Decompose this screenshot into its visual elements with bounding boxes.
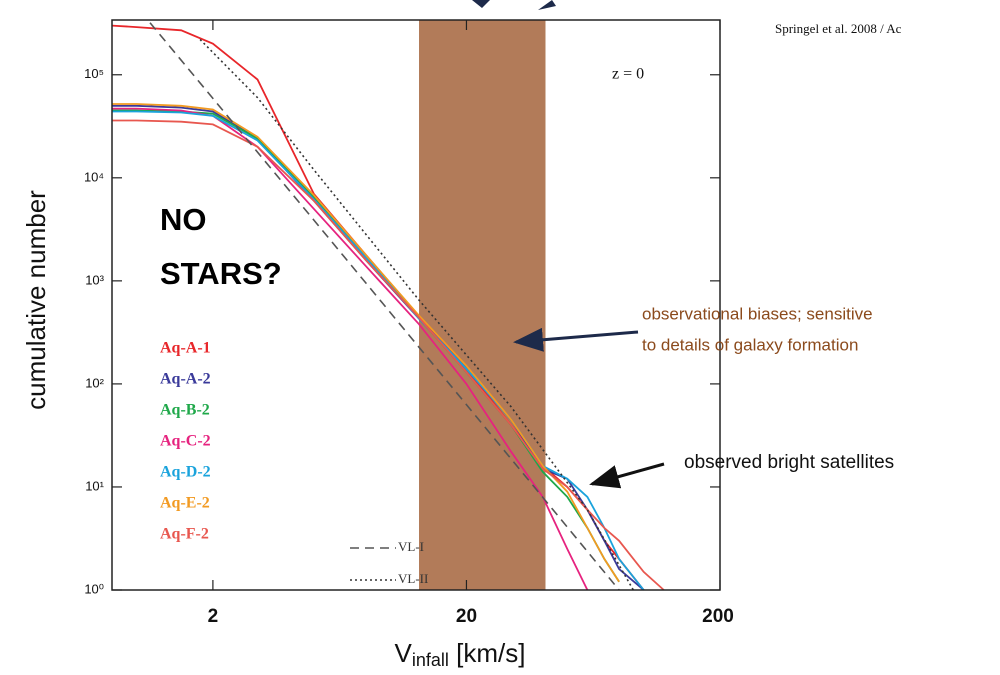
y-tick-label: 10² bbox=[85, 375, 104, 390]
satellites-note: observed bright satellites bbox=[684, 452, 894, 473]
legend-label: Aq-D-2 bbox=[160, 464, 211, 481]
axis-layer: Aq-A-1 Aq-A-2 Aq-B-2 Aq-C-2 Aq-D-2 Aq-E-2 Aq-F… bbox=[84, 19, 734, 627]
x-label-main: V bbox=[395, 638, 413, 668]
legend-label: Aq-C-2 bbox=[160, 433, 211, 450]
x-tick-label: 20 bbox=[456, 606, 477, 627]
legend-label: Aq-A-1 bbox=[160, 340, 211, 357]
series-line bbox=[199, 38, 634, 591]
y-axis-label: cumulative number bbox=[21, 190, 51, 410]
x-tick-label: 2 bbox=[208, 606, 219, 627]
band-note: to details of galaxy formation bbox=[642, 335, 858, 354]
callout: STARS? bbox=[160, 256, 282, 291]
band-note: observational biases; sensitive bbox=[642, 304, 873, 323]
series-line bbox=[149, 22, 620, 591]
x-axis-label: Vinfall [km/s] bbox=[395, 638, 526, 670]
legend-label: VL-II bbox=[398, 571, 428, 586]
top-arrow bbox=[472, 0, 490, 8]
x-tick-label: 200 bbox=[702, 606, 734, 627]
y-tick-label: 10¹ bbox=[85, 478, 104, 493]
y-tick-label: 10⁵ bbox=[84, 66, 104, 81]
band-arrow bbox=[513, 327, 639, 352]
legend-label: Aq-E-2 bbox=[160, 495, 210, 512]
y-tick-label: 10⁰ bbox=[84, 581, 104, 596]
redshift-label: z = 0 bbox=[612, 66, 644, 83]
satellites-arrow bbox=[589, 462, 665, 489]
x-label-unit: [km/s] bbox=[449, 638, 526, 668]
legend-label: VL-I bbox=[398, 539, 424, 554]
series-line bbox=[112, 119, 665, 591]
legend-label: Aq-F-2 bbox=[160, 526, 209, 543]
band-layer bbox=[419, 20, 546, 590]
x-label-sub: infall bbox=[412, 650, 449, 670]
line-layer bbox=[111, 22, 665, 591]
callout: NO bbox=[160, 202, 207, 237]
legend-label: Aq-A-2 bbox=[160, 371, 211, 388]
legend-label: Aq-B-2 bbox=[160, 402, 210, 419]
credit: Springel et al. 2008 / Ac bbox=[775, 21, 902, 36]
band bbox=[419, 20, 546, 590]
y-tick-label: 10³ bbox=[85, 272, 104, 287]
series-line bbox=[112, 103, 620, 583]
y-tick-label: 10⁴ bbox=[84, 169, 104, 184]
plot-frame bbox=[111, 19, 721, 591]
top-arrow bbox=[538, 0, 556, 10]
